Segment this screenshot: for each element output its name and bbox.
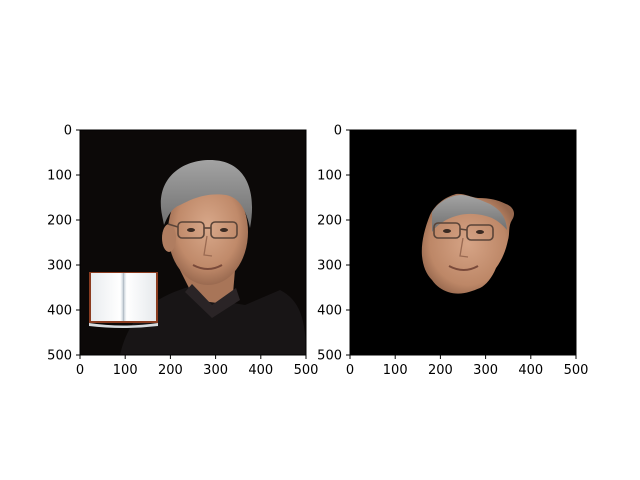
right-glasses <box>433 222 494 241</box>
left-axes: 0 100 200 300 400 500 0 100 200 300 400 500 <box>47 124 318 379</box>
collar <box>185 284 240 318</box>
left-x-tick-label: 500 <box>294 363 319 378</box>
right-x-tick-label: 0 <box>346 363 354 378</box>
left-y-tick-label: 0 <box>64 124 72 139</box>
right-y-tick-label: 200 <box>317 214 342 229</box>
book-overlay <box>89 272 158 328</box>
left-y-tick-label: 100 <box>47 169 72 184</box>
right-x-tick-label: 300 <box>473 363 498 378</box>
left-x-tick-label: 0 <box>76 363 84 378</box>
right-y-tick-label: 400 <box>317 304 342 319</box>
right-y-tick-label: 300 <box>317 259 342 274</box>
right-x-tick-label: 500 <box>564 363 589 378</box>
left-y-tick-label: 500 <box>47 349 72 364</box>
right-y-tick-label: 0 <box>334 124 342 139</box>
right-x-tick-label: 100 <box>383 363 408 378</box>
jacket <box>120 285 306 355</box>
left-y-tick-label: 200 <box>47 214 72 229</box>
left-y-tick-label: 400 <box>47 304 72 319</box>
right-y-tick-label: 500 <box>317 349 342 364</box>
right-hair <box>432 195 507 232</box>
right-x-tick-label: 200 <box>428 363 453 378</box>
left-x-tick-label: 400 <box>248 363 273 378</box>
right-axes: 0 100 200 300 400 500 0 100 200 300 400 500 <box>317 124 588 379</box>
left-x-tick-label: 200 <box>158 363 183 378</box>
right-image-panel <box>350 130 576 355</box>
right-x-tick-label: 400 <box>518 363 543 378</box>
left-x-tick-label: 300 <box>203 363 228 378</box>
left-face <box>168 179 248 285</box>
left-x-tick-label: 100 <box>113 363 138 378</box>
left-ear <box>162 224 176 252</box>
left-image-panel <box>80 130 306 355</box>
right-y-tick-label: 100 <box>317 169 342 184</box>
left-glasses <box>167 221 238 239</box>
left-hair <box>160 160 253 228</box>
left-y-tick-label: 300 <box>47 259 72 274</box>
